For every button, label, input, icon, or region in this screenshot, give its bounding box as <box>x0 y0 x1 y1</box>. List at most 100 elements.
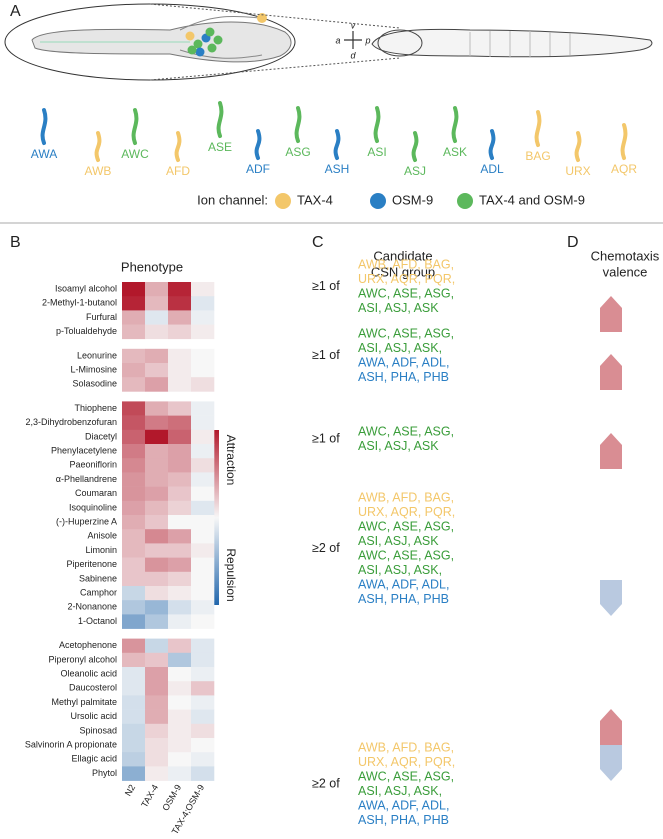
row-label: p-Tolualdehyde <box>56 326 117 336</box>
heatmap-cell <box>191 766 215 781</box>
heatmap-cell <box>145 515 169 530</box>
heatmap-cell <box>191 500 215 516</box>
heatmap-cell <box>191 723 215 739</box>
heatmap-cell <box>122 486 146 502</box>
heatmap-cell <box>145 543 169 558</box>
heatmap-cell <box>145 486 169 502</box>
neuron-group-line: ASH, PHA, PHB <box>358 813 449 827</box>
heatmap-cell <box>122 429 146 445</box>
legend-label: TAX-4 <box>297 192 333 207</box>
neuron-dot <box>257 13 267 23</box>
column-label: TAX-4 <box>139 783 160 810</box>
row-label: Leonurine <box>77 350 117 360</box>
heatmap-cell <box>168 695 192 710</box>
heatmap-cell <box>191 529 215 544</box>
neuron-group-line: ASH, PHA, PHB <box>358 370 449 384</box>
heatmap-cell <box>168 723 192 739</box>
compass-label: d <box>350 50 356 60</box>
heatmap-cell <box>168 486 192 502</box>
heatmap-cell <box>145 652 169 668</box>
neuron-group-line: URX, AQR, PQR, <box>358 505 455 519</box>
heatmap-cell <box>168 571 192 587</box>
heatmap-cell <box>191 429 215 445</box>
panel-title: CSN group <box>371 264 435 279</box>
row-label: Furfural <box>86 312 117 322</box>
heatmap-cell <box>168 766 192 781</box>
neuron-label: ASH <box>325 162 350 176</box>
neuron-label: ADF <box>246 162 270 176</box>
row-label: Anisole <box>87 531 117 541</box>
neuron <box>488 129 496 160</box>
heatmap-cell <box>122 600 146 615</box>
colorbar-label: Repulsion <box>224 548 238 601</box>
neuron <box>40 108 48 145</box>
heatmap-cell <box>191 401 215 416</box>
row-label: Solasodine <box>72 379 117 389</box>
neuron-dot <box>185 31 195 41</box>
compass <box>344 31 362 49</box>
heatmap-cell <box>168 415 192 431</box>
heatmap-cell <box>191 752 215 767</box>
panel-label: D <box>567 234 579 251</box>
heatmap-cell <box>145 296 169 311</box>
heatmap-cell <box>145 401 169 416</box>
heatmap-cell <box>191 681 215 696</box>
heatmap-cell <box>168 324 192 340</box>
neuron <box>254 129 262 160</box>
row-label: Camphor <box>80 587 117 597</box>
heatmap-cell <box>168 296 192 311</box>
valence-up <box>600 433 622 469</box>
heatmap-cell <box>168 638 192 654</box>
row-label: Oleanolic acid <box>60 668 117 678</box>
neuron <box>574 131 582 162</box>
neuron-label: ASE <box>208 140 232 154</box>
heatmap-cell <box>122 738 146 753</box>
heatmap-cell <box>168 429 192 445</box>
row-label: 2-Nonanone <box>67 602 117 612</box>
neuron-label: ASK <box>443 145 467 159</box>
heatmap-cell <box>122 324 146 340</box>
neuron-group-line: ASI, ASJ, ASK <box>358 301 439 315</box>
heatmap-cell <box>122 667 146 682</box>
valence-up <box>600 296 622 332</box>
heatmap-cell <box>191 614 215 629</box>
heatmap-cell <box>122 529 146 544</box>
heatmap-cell <box>145 529 169 544</box>
neuron <box>294 106 302 143</box>
heatmap-cell <box>191 600 215 615</box>
compass-label: v <box>351 20 356 30</box>
heatmap-cell <box>145 586 169 601</box>
compass-label: p <box>364 35 370 45</box>
legend-swatch <box>457 193 473 209</box>
heatmap-cell <box>191 296 215 311</box>
neuron-group-line: AWA, ADF, ADL, <box>358 798 449 812</box>
neuron-label: ASJ <box>404 164 426 178</box>
neuron <box>411 131 419 162</box>
neuron <box>451 106 459 143</box>
heatmap-cell <box>191 377 215 392</box>
heatmap-cell <box>122 766 146 781</box>
heatmap-cell <box>191 348 215 364</box>
row-label: Diacetyl <box>85 431 117 441</box>
heatmap-cell <box>145 695 169 710</box>
worm-head-zoom <box>377 29 423 57</box>
heatmap-cell <box>191 652 215 668</box>
neuron-group-line: ASI, ASJ, ASK, <box>358 341 442 355</box>
row-label: Isoamyl alcohol <box>55 283 117 293</box>
column-label: N2 <box>123 783 137 798</box>
row-label: Spinosad <box>79 725 117 735</box>
zoom-line <box>149 57 401 81</box>
row-label: 1-Octanol <box>78 616 117 626</box>
neuron <box>174 131 182 162</box>
neuron-dot <box>195 47 205 57</box>
neuron <box>373 106 381 143</box>
group-prefix: ≥1 of <box>312 432 340 446</box>
heatmap-cell <box>122 557 146 573</box>
neuron-group-line: AWC, ASE, ASG, <box>358 326 454 340</box>
heatmap-cell <box>168 652 192 668</box>
neuron-group-line: ASI, ASJ, ASK, <box>358 784 442 798</box>
neuron-group-line: AWB, AFD, BAG, <box>358 740 454 754</box>
valence-up <box>600 709 622 745</box>
neuron-group-line: AWB, AFD, BAG, <box>358 490 454 504</box>
heatmap-cell <box>168 377 192 392</box>
